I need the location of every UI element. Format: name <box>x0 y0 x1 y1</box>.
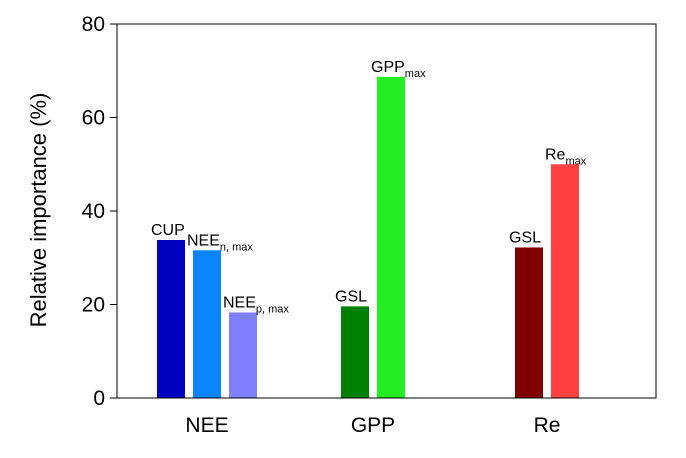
bar-re-0 <box>515 247 543 398</box>
x-tick-label: Re <box>534 414 561 437</box>
bar-nee-1 <box>193 250 221 398</box>
bar-label: GSL <box>335 288 367 305</box>
x-tick-label: NEE <box>185 414 228 437</box>
bar-label: CUP <box>151 222 185 239</box>
bar-re-1 <box>551 164 579 398</box>
y-tick-label: 20 <box>82 294 105 317</box>
bar-label: GPPmax <box>371 59 426 80</box>
bar-label: GSL <box>509 229 541 246</box>
bar-label: NEEn, max <box>187 232 253 253</box>
bar-nee-2 <box>229 312 257 398</box>
bar-gpp-0 <box>341 306 369 398</box>
axes-layer: 0 20 40 60 80 NEE GPP Re <box>82 13 657 437</box>
y-tick-label: 0 <box>93 387 105 410</box>
y-tick-label: 40 <box>82 200 105 223</box>
x-tick-label: GPP <box>351 414 395 437</box>
y-tick-label: 80 <box>82 13 105 36</box>
bar-label: Remax <box>545 146 587 167</box>
bar-nee-0 <box>157 239 185 398</box>
bar-gpp-1 <box>377 76 405 398</box>
y-axis-label: Relative importance (%) <box>26 93 51 328</box>
y-tick-label: 60 <box>82 107 105 130</box>
bar-label: NEEp, max <box>223 294 289 315</box>
